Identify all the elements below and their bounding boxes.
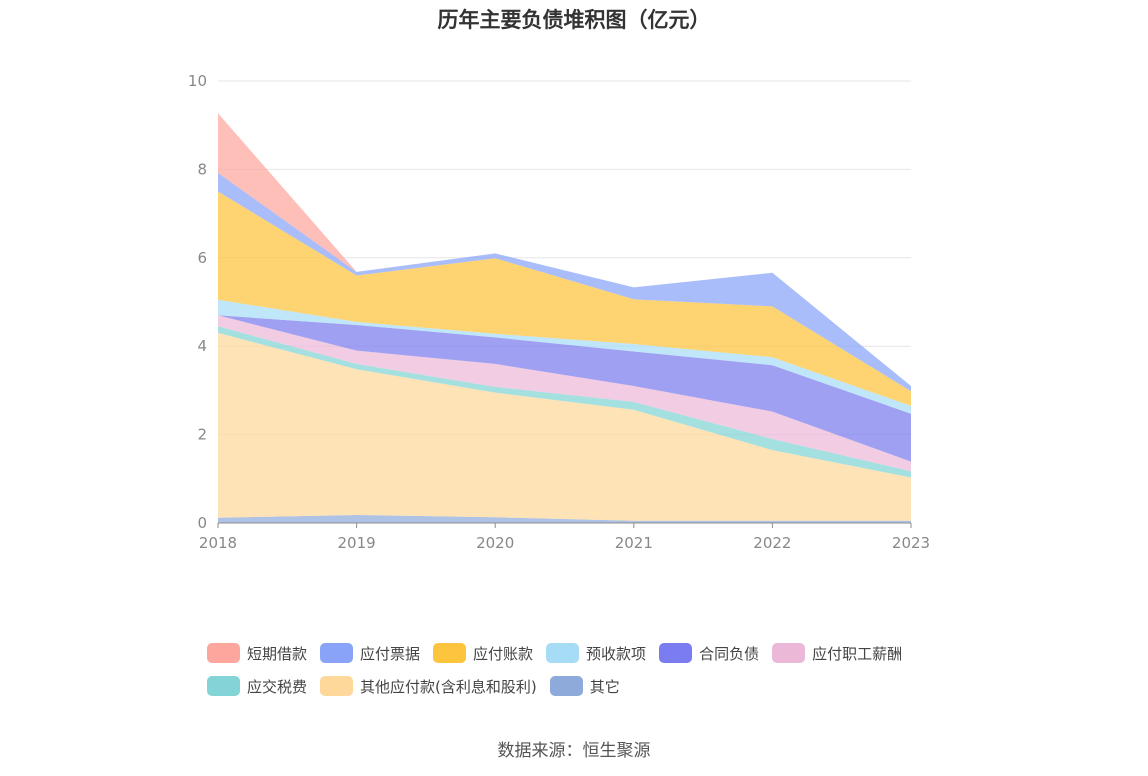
y-tick-label: 4 (197, 337, 207, 355)
legend-label: 应付职工薪酬 (812, 644, 903, 663)
x-tick-label: 2018 (199, 534, 237, 552)
legend-item[interactable]: 合同负债 (659, 643, 759, 664)
x-tick-label: 2021 (615, 534, 653, 552)
legend-swatch (549, 676, 583, 696)
area-series-7[interactable] (218, 172, 911, 392)
legend-row: 短期借款 应付票据 应付账款 预收款项 合同负债 应付职工薪酬 (207, 638, 967, 668)
legend-label: 应付票据 (360, 644, 421, 663)
legend-item[interactable]: 应付票据 (320, 643, 420, 664)
legend: 短期借款 应付票据 应付账款 预收款项 合同负债 应付职工薪酬应交税费 其他应付款(含利息和… (207, 638, 967, 704)
x-axis (217, 522, 912, 528)
x-tick-label: 2023 (892, 534, 930, 552)
y-tick-label: 0 (197, 514, 207, 532)
legend-label: 其它 (589, 677, 620, 696)
area-series-0[interactable] (218, 515, 911, 523)
area-series-4[interactable] (218, 315, 911, 462)
y-tick-label: 2 (197, 426, 207, 444)
data-source-note: 数据来源：恒生聚源 (497, 741, 651, 761)
legend-item[interactable]: 应付账款 (433, 643, 533, 664)
legend-swatch (320, 643, 354, 663)
x-axis-tick-labels: 2018 2019 2020 2021 2022 2023 (199, 534, 930, 552)
legend-label: 预收款项 (586, 644, 647, 663)
y-axis-tick-labels: 0 2 4 6 8 10 (188, 72, 207, 532)
legend-label: 其他应付款(含利息和股利) (360, 677, 537, 696)
area-series-2[interactable] (218, 326, 911, 478)
area-series-group (218, 113, 911, 523)
area-series-6[interactable] (218, 191, 911, 406)
legend-label: 应交税费 (247, 677, 308, 696)
legend-swatch (772, 643, 806, 663)
y-tick-label: 10 (188, 72, 207, 90)
legend-item[interactable]: 其它 (549, 676, 620, 697)
legend-swatch (207, 643, 240, 663)
legend-swatch (659, 643, 693, 663)
legend-swatch (546, 643, 580, 663)
legend-item[interactable]: 其他应付款(含利息和股利) (320, 676, 537, 697)
legend-label: 应付账款 (473, 644, 534, 663)
chart-title: 历年主要负债堆积图（亿元） (437, 8, 711, 32)
legend-swatch (433, 643, 467, 663)
legend-swatch (320, 676, 354, 696)
legend-swatch (207, 676, 240, 696)
legend-row: 应交税费 其他应付款(含利息和股利) 其它 (207, 671, 967, 701)
y-tick-label: 8 (197, 160, 207, 178)
area-series-5[interactable] (218, 299, 911, 414)
x-tick-label: 2019 (338, 534, 376, 552)
legend-item[interactable]: 应交税费 (207, 676, 307, 697)
area-series-3[interactable] (218, 315, 911, 472)
y-tick-label: 6 (197, 249, 207, 267)
x-tick-label: 2020 (476, 534, 514, 552)
legend-label: 合同负债 (699, 644, 760, 663)
legend-label: 短期借款 (247, 644, 308, 663)
stacked-area-chart: 0 2 4 6 8 10 2018 2019 2020 2021 2022 2023 (188, 72, 930, 552)
legend-item[interactable]: 短期借款 (207, 643, 307, 664)
area-series-1[interactable] (218, 332, 911, 521)
legend-item[interactable]: 应付职工薪酬 (772, 643, 902, 664)
legend-item[interactable]: 预收款项 (546, 643, 646, 664)
x-tick-label: 2022 (753, 534, 791, 552)
